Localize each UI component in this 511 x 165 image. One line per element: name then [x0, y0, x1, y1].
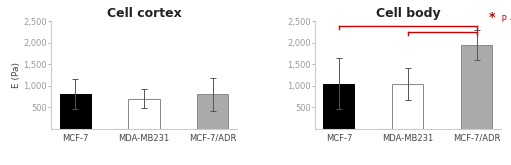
- Bar: [323, 84, 355, 129]
- Title: Cell cortex: Cell cortex: [107, 7, 181, 20]
- Bar: [128, 99, 159, 129]
- Bar: [60, 94, 90, 129]
- Title: Cell body: Cell body: [376, 7, 440, 20]
- Text: *: *: [489, 11, 496, 24]
- Bar: [461, 45, 492, 129]
- Text: P < 0.01: P < 0.01: [499, 16, 511, 24]
- Bar: [197, 94, 228, 129]
- Bar: [392, 84, 424, 129]
- Y-axis label: E (Pa): E (Pa): [12, 62, 20, 88]
